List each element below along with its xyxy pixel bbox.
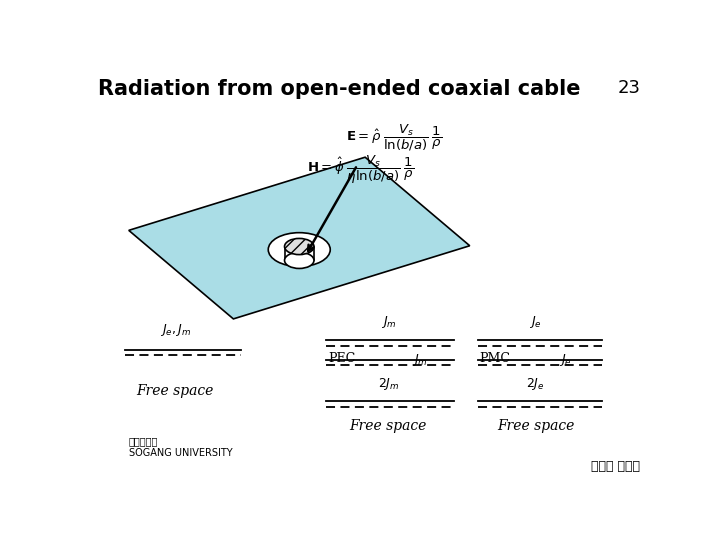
- Polygon shape: [129, 157, 469, 319]
- Ellipse shape: [284, 252, 314, 268]
- Text: 23: 23: [617, 79, 640, 97]
- Ellipse shape: [269, 233, 330, 267]
- Text: $J_e$: $J_e$: [529, 314, 542, 330]
- Text: $2J_e$: $2J_e$: [526, 376, 545, 392]
- Text: $\mathbf{E} = \hat{\rho}\;\dfrac{V_s}{\ln(b/a)}\;\dfrac{1}{\rho}$: $\mathbf{E} = \hat{\rho}\;\dfrac{V_s}{\l…: [346, 123, 442, 153]
- Text: $\mathbf{H} = \hat{\phi}\;\dfrac{V_s}{\eta\ln(b/a)}\;\dfrac{1}{\rho}$: $\mathbf{H} = \hat{\phi}\;\dfrac{V_s}{\e…: [307, 153, 414, 186]
- Text: 서강대학교
SOGANG UNIVERSITY: 서강대학교 SOGANG UNIVERSITY: [129, 436, 233, 457]
- Ellipse shape: [284, 239, 314, 254]
- Text: Radiation from open-ended coaxial cable: Radiation from open-ended coaxial cable: [98, 79, 580, 99]
- Text: Free space: Free space: [137, 384, 214, 399]
- Text: $2J_m$: $2J_m$: [377, 376, 399, 392]
- Text: $J_e$: $J_e$: [559, 352, 572, 368]
- Text: PEC: PEC: [328, 352, 355, 365]
- Text: Free space: Free space: [497, 419, 575, 433]
- Text: Free space: Free space: [350, 419, 427, 433]
- Text: PMC: PMC: [479, 352, 510, 365]
- Text: $J_m$: $J_m$: [412, 352, 427, 368]
- Text: $J_m$: $J_m$: [381, 314, 396, 330]
- Text: $J_e, J_m$: $J_e, J_m$: [160, 322, 191, 338]
- Text: 전자파 연구실: 전자파 연구실: [591, 460, 640, 473]
